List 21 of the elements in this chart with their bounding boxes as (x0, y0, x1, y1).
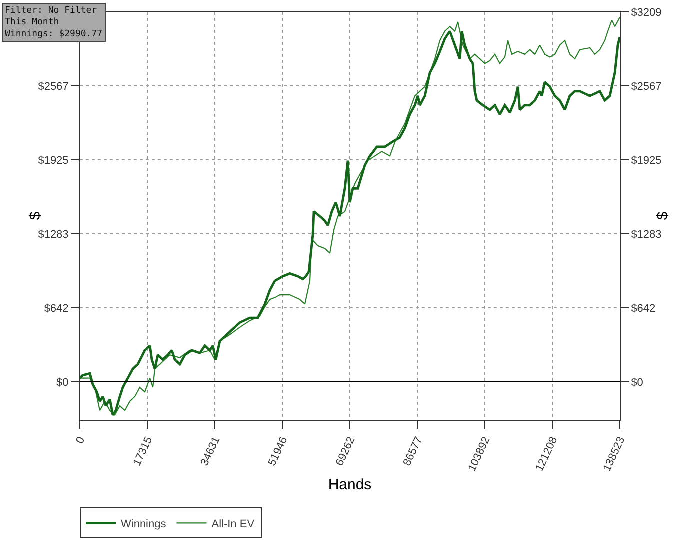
annotation: Filter: No Filter This Month Winnings: $2990.77 (5, 6, 103, 40)
y2-tick-label: $642 (631, 302, 656, 315)
y-tick-label: $1925 (38, 154, 69, 167)
x-axis-title: Hands (328, 476, 372, 494)
y2-tick-label: $1925 (631, 154, 662, 167)
y-axis-title: $ (27, 211, 44, 220)
x-tick-label: 0 (74, 435, 88, 446)
y2-tick-label: $0 (631, 376, 644, 389)
y2-tick-label: $2567 (631, 80, 662, 93)
legend-label: Winnings (121, 518, 167, 531)
y-tick-label: $0 (56, 376, 69, 389)
y-tick-label: $642 (44, 302, 69, 315)
y2-tick-label: $1283 (631, 228, 662, 241)
y-tick-label: $2567 (38, 80, 69, 93)
x-tick-label: 17315 (131, 435, 156, 468)
x-tick-label: 86577 (401, 435, 426, 468)
legend-label: All-In EV (212, 518, 256, 531)
y2-tick-label: $3209 (631, 6, 662, 19)
y-tick-label: $1283 (38, 228, 69, 241)
x-tick-label: 51946 (266, 435, 290, 468)
y2-axis-title: $ (654, 211, 672, 220)
